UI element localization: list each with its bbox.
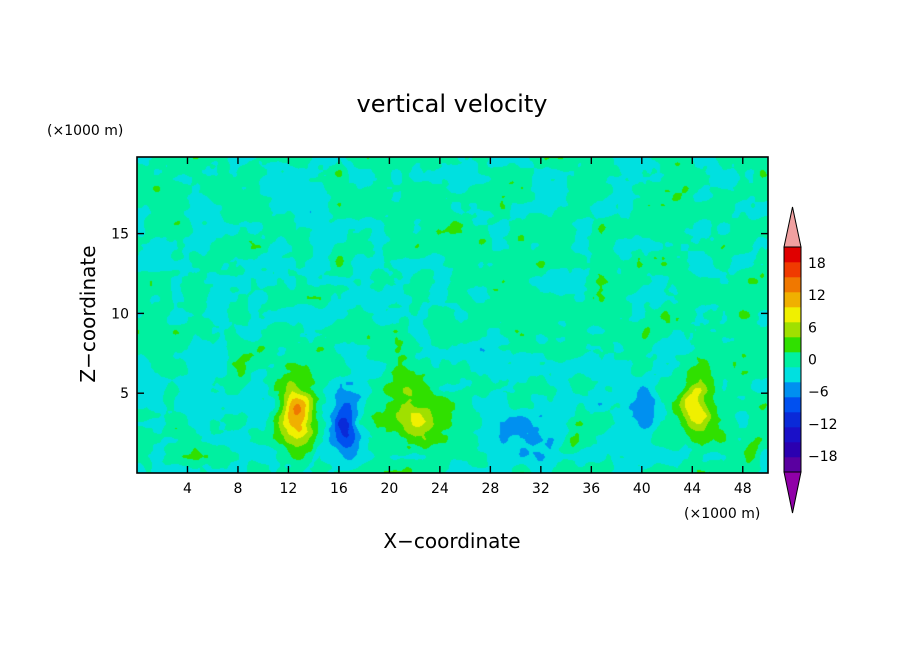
x-tick-label: 32 [532, 481, 550, 497]
colorbar-segment [784, 442, 801, 458]
colorbar-segment [784, 367, 801, 383]
y-axis: 5 10 15 [111, 227, 768, 402]
colorbar-over-triangle [783, 206, 802, 248]
colorbar-tick-label: −18 [808, 449, 838, 465]
colorbar-segment [784, 397, 801, 413]
colorbar-segment [784, 457, 801, 473]
colorbar-segment [784, 307, 801, 323]
colorbar-segment [784, 262, 801, 278]
x-tick-label: 36 [582, 481, 600, 497]
colorbar-tick-label: 12 [808, 288, 826, 304]
colorbar-tick-label: −12 [808, 417, 838, 433]
y-unit-label: (×1000 m) [47, 123, 123, 139]
colorbar-segment [784, 292, 801, 308]
colorbar-segment [784, 322, 801, 338]
colorbar-segment [784, 247, 801, 263]
colorbar-segment [784, 277, 801, 293]
x-axis: 4 8 12 16 20 24 28 32 36 40 44 48 [183, 157, 752, 497]
y-axis-label: Z−coordinate [76, 245, 100, 382]
y-tick-label: 10 [111, 306, 129, 322]
colorbar-tick-label: 6 [808, 320, 817, 336]
plot-frame [136, 156, 769, 474]
colorbar-segment [784, 352, 801, 368]
colorbar-tick-label: −6 [808, 385, 829, 401]
x-tick-label: 20 [380, 481, 398, 497]
colorbar-tick-label: 0 [808, 353, 817, 369]
colorbar-under-triangle [783, 471, 802, 514]
x-tick-label: 40 [633, 481, 651, 497]
colorbar: 18 12 6 0 −6 −12 −18 [783, 206, 838, 514]
x-tick-label: 44 [683, 481, 701, 497]
y-tick-label: 5 [120, 386, 129, 402]
x-tick-label: 12 [280, 481, 298, 497]
colorbar-segment [784, 427, 801, 443]
contour-field [137, 157, 768, 473]
x-tick-label: 24 [431, 481, 449, 497]
colorbar-segment [784, 412, 801, 428]
x-tick-label: 16 [330, 481, 348, 497]
x-unit-label: (×1000 m) [684, 506, 760, 522]
colorbar-segment [784, 382, 801, 398]
x-tick-label: 28 [481, 481, 499, 497]
y-tick-label: 15 [111, 227, 129, 243]
chart-title: vertical velocity [357, 90, 548, 118]
x-tick-label: 4 [183, 481, 192, 497]
x-tick-label: 48 [734, 481, 752, 497]
x-axis-label: X−coordinate [383, 529, 520, 553]
colorbar-segment [784, 337, 801, 353]
colorbar-tick-label: 18 [808, 256, 826, 272]
x-tick-label: 8 [233, 481, 242, 497]
